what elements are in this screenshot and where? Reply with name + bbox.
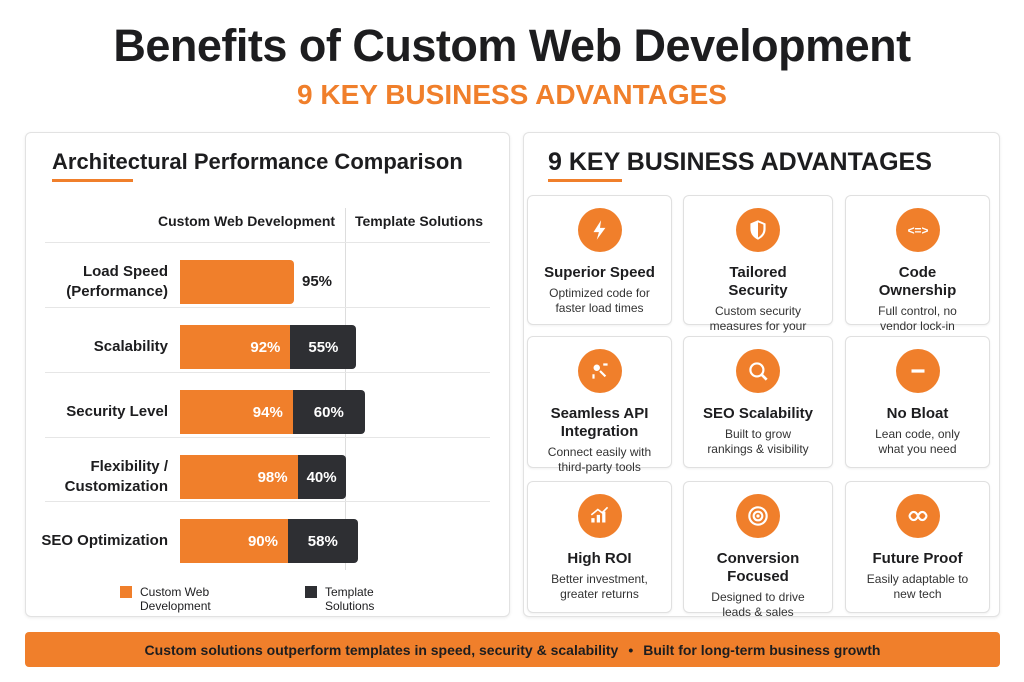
advantage-card: Seamless API Integration Connect easily w… [527,336,672,474]
value-label: 98% [257,468,288,486]
legend-label: Custom Web Development [140,585,211,613]
footer-text: Custom solutions outperform templates in… [144,641,619,658]
card-text: Built to grow rankings & visibility [707,427,809,456]
icon [736,494,780,538]
title: Benefits of Custom Web Development [113,20,911,71]
advantage-card: Future Proof Easily adaptable to new tech [845,481,990,613]
advantage-card: Conversion Focused Designed to drive lead… [683,481,833,619]
icon [895,494,940,538]
card-text: Connect easily with third-party tools [547,445,652,474]
advantage-card: SEO Scalability Built to grow rankings & … [683,336,833,468]
bar: 98% [180,455,298,499]
row-line [45,242,490,243]
bar: 92% [180,325,291,369]
underline [548,179,622,182]
value-label: 94% [252,403,283,421]
icon-glyph [591,363,608,379]
icon-glyph [749,362,768,381]
card-text: Lean code, only what you need [875,427,960,456]
card-text: Designed to drive leads & sales [711,590,805,619]
advantages-title: 9 KEY BUSINESS ADVANTAGES [548,148,932,176]
card-title: Future Proof [872,550,963,567]
icon: <=> [895,208,940,252]
category-label: Load Speed (Performance) [66,263,168,300]
bar: 60% [292,390,365,434]
card-title: No Bloat [886,405,949,422]
bar: 40% [297,455,346,499]
icon-glyph [748,506,768,526]
footer-text: Built for long-term business growth [643,641,881,658]
bar: 90% [180,519,288,563]
icon-glyph [593,220,605,240]
card-title: High ROI [567,550,632,567]
legend-swatch [120,586,132,598]
advantage-card: Tailored Security Custom security measure… [683,195,833,348]
value-label: 95% [302,273,333,290]
advantage-card: No Bloat Lean code, only what you need [845,336,990,468]
icon [577,208,622,252]
card-title: Seamless API Integration [550,405,649,440]
category-label: Security Level [66,403,168,420]
card-title: Superior Speed [544,264,655,281]
value-label: 90% [247,532,278,550]
row-line [45,307,490,308]
column-header: Template Solutions [355,213,484,229]
card-text: Optimized code for faster load times [549,286,650,315]
card-title: Code Ownership [878,264,957,299]
footer: Custom solutions outperform templates in… [25,632,1000,667]
value-label: 55% [308,338,339,356]
category-label: Flexibility / Customization [64,458,168,495]
advantage-card: <=> Code Ownership Full control, no vendor… [845,195,990,333]
icon [577,494,622,538]
bar [180,260,294,304]
divider [345,208,346,570]
row-line [45,501,490,502]
svg-text:<=>: <=> [907,223,928,237]
card-text: Full control, no vendor lock-in [878,304,957,333]
row-line [45,372,490,373]
underline [52,179,133,182]
icon-glyph [750,220,766,240]
icon [736,349,780,393]
icon [895,349,940,393]
column-header: Custom Web Development [158,213,336,229]
value-label: 58% [307,532,338,550]
icon-glyph [590,506,608,523]
card-title: SEO Scalability [702,405,814,422]
value-label: 92% [250,338,281,356]
legend-swatch [305,586,317,598]
card-title: Conversion Focused [716,550,800,585]
bar: 58% [288,519,358,563]
icon [577,349,622,393]
legend-label: Template Solutions [325,585,375,613]
icon-glyph [907,510,928,522]
card-text: Easily adaptable to new tech [866,572,969,601]
category-label: Scalability [93,338,168,355]
value-label: 60% [313,403,344,421]
subtitle: 9 KEY BUSINESS ADVANTAGES [297,79,727,110]
card-title: Tailored Security [728,264,788,299]
advantage-card: High ROI Better investment, greater retur… [527,481,672,613]
advantage-card: Superior Speed Optimized code for faster … [527,195,672,325]
bar: 55% [290,325,357,369]
bar: 94% [180,390,293,434]
icon [736,208,780,252]
separator: • [628,641,634,658]
icon-glyph [911,369,924,373]
chart-title: Architectural Performance Comparison [52,149,463,174]
row-line [45,437,490,438]
icon-glyph: <=> [907,223,928,237]
card-text: Better investment, greater returns [551,572,648,601]
value-label: 40% [306,468,337,486]
category-label: SEO Optimization [41,532,168,549]
